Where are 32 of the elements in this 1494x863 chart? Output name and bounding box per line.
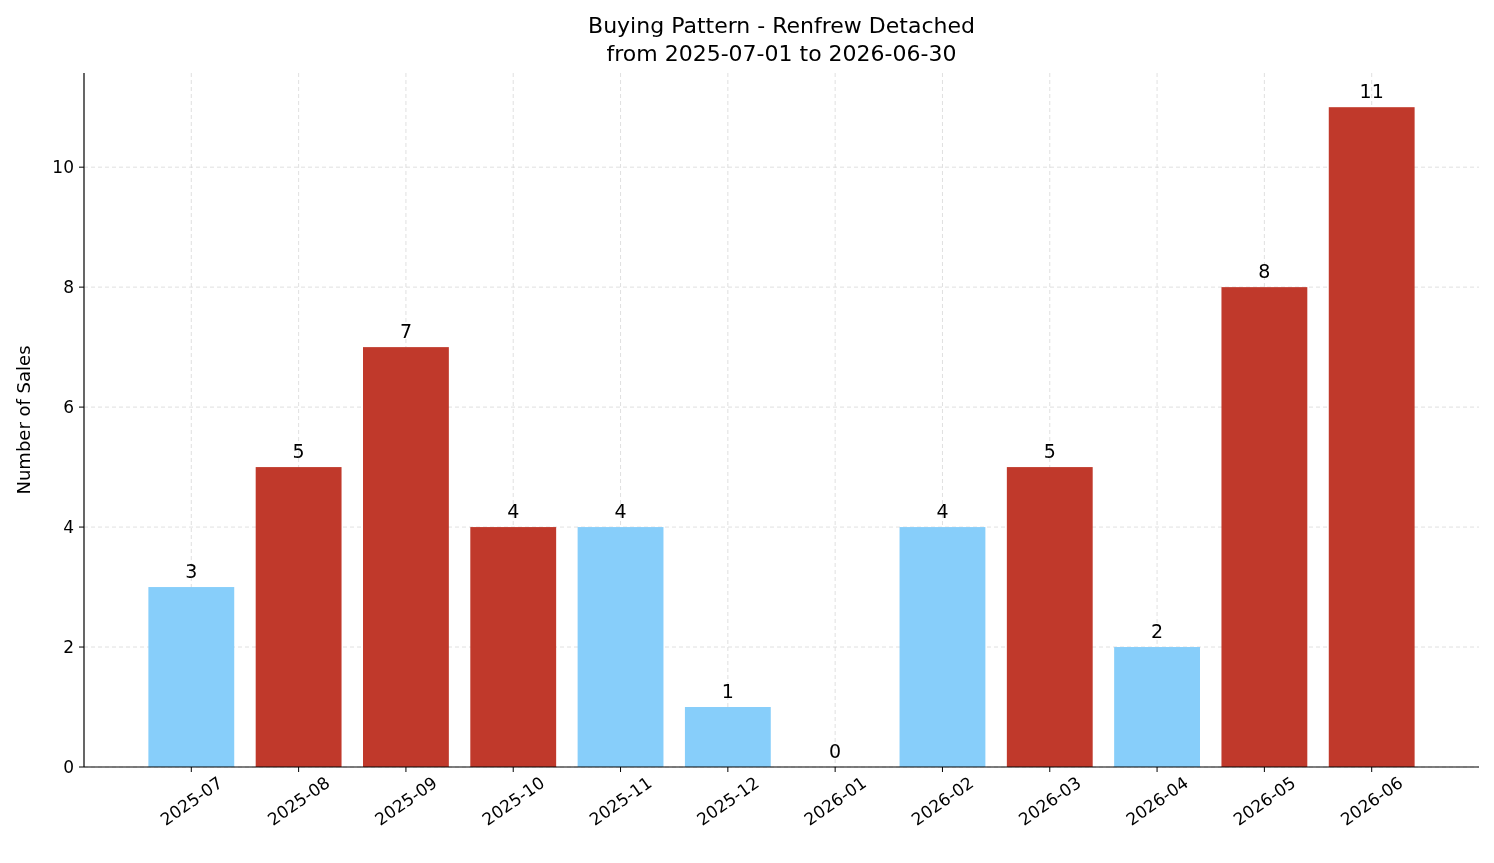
bar xyxy=(255,467,342,767)
y-axis-title: Number of Sales xyxy=(13,345,34,495)
data-label: 4 xyxy=(614,500,627,523)
bar xyxy=(1006,467,1093,767)
data-label: 3 xyxy=(185,560,198,583)
chart-title: Buying Pattern - Renfrew Detached xyxy=(588,13,975,38)
bar xyxy=(1328,107,1415,767)
bar xyxy=(363,347,449,767)
y-tick-label: 6 xyxy=(63,397,74,418)
data-label: 11 xyxy=(1359,80,1384,103)
y-tick-label: 4 xyxy=(63,517,74,538)
y-tick-label: 10 xyxy=(52,157,74,178)
data-label: 5 xyxy=(1043,440,1056,463)
bar xyxy=(684,707,771,767)
bar xyxy=(148,587,235,767)
bar xyxy=(577,527,664,767)
data-label: 4 xyxy=(507,500,520,523)
data-label: 0 xyxy=(829,740,842,762)
data-label: 8 xyxy=(1258,260,1271,283)
y-tick-label: 8 xyxy=(63,277,74,298)
bar xyxy=(1221,287,1308,767)
data-label: 5 xyxy=(292,440,305,463)
data-label: 7 xyxy=(399,320,412,343)
bar xyxy=(899,527,986,767)
data-label: 4 xyxy=(936,500,949,523)
y-tick-label: 2 xyxy=(63,636,74,657)
data-label: 2 xyxy=(1151,620,1164,643)
data-label: 1 xyxy=(721,680,734,703)
chart-subtitle: from 2025-07-01 to 2026-06-30 xyxy=(606,41,957,66)
bar xyxy=(470,527,557,767)
y-tick-label: 0 xyxy=(63,756,74,777)
bar xyxy=(1114,647,1200,767)
